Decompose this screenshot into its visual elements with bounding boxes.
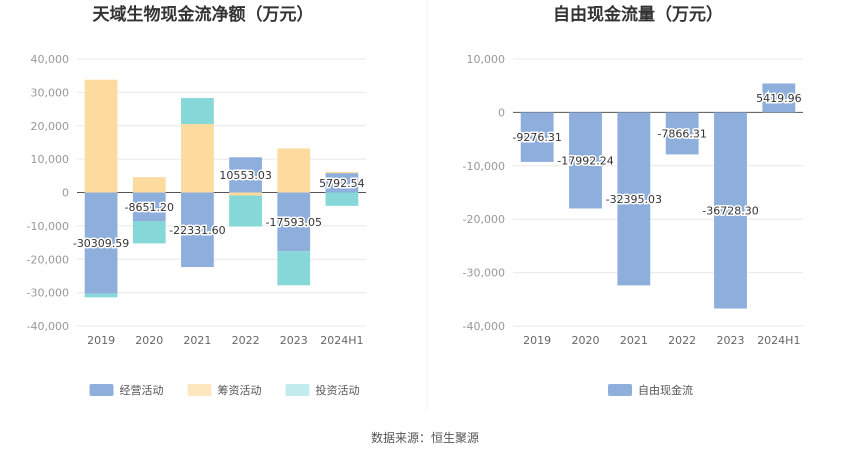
data-source: 数据来源：恒生聚源 (371, 430, 479, 445)
bar-series1-2020 (132, 177, 166, 193)
x-tick-label: 2023 (280, 334, 308, 347)
bar-series2-2022 (229, 195, 262, 227)
data-label: 5419.96 (756, 92, 802, 105)
x-tick-label: 2020 (135, 334, 163, 347)
y-tick-label: 30,000 (31, 86, 70, 99)
legend-swatch (285, 384, 310, 396)
bar-2021 (617, 112, 651, 286)
right-chart-title: 自由现金流量（万元） (553, 4, 723, 25)
free-cashflow-chart: 自由现金流量（万元） 10,000 0 -10,000 -20,000 -30,000 -… (463, 4, 804, 397)
x-tick-label: 2022 (668, 334, 696, 347)
y-tick-label: 10,000 (31, 153, 70, 166)
bar-series1-2021 (181, 124, 214, 193)
cashflow-net-chart: 天域生物现金流净额（万元） 40,000 30,000 20,000 10,000 0 -… (27, 4, 367, 397)
x-tick-label: 2021 (620, 334, 648, 347)
x-tick-label: 2024H1 (320, 334, 363, 347)
bar-series0-2024H1 (325, 173, 359, 193)
data-label: -22331.60 (169, 224, 225, 237)
x-tick-label: 2022 (232, 334, 260, 347)
data-label: -32395.03 (606, 193, 662, 206)
legend-label: 投资活动 (316, 383, 360, 397)
legend-swatch (89, 384, 114, 396)
bar-series0-2019 (84, 192, 118, 294)
legend-swatch (608, 384, 632, 396)
data-label: -9276.31 (512, 131, 561, 144)
y-tick-label: -30,000 (27, 287, 69, 300)
data-label: 5792.54 (319, 177, 365, 190)
x-tick-label: 2021 (183, 334, 211, 347)
y-tick-label: -40,000 (463, 320, 505, 333)
bar-series2-2024H1 (325, 192, 359, 206)
y-tick-label: -10,000 (27, 220, 69, 233)
bar-series0-2023 (277, 192, 311, 252)
data-label: 10553.03 (219, 169, 272, 182)
x-tick-label: 2019 (87, 334, 115, 347)
y-tick-label: 0 (62, 187, 69, 200)
legend-label: 经营活动 (120, 383, 164, 397)
x-tick-label: 2020 (572, 334, 600, 347)
bar-series1-2019 (84, 79, 118, 193)
bar-series0-2021 (181, 192, 214, 268)
data-label: -17593.05 (266, 216, 322, 229)
y-tick-label: -30,000 (463, 267, 505, 280)
data-label: -36728.30 (702, 204, 758, 217)
bar-series1-2024H1 (325, 171, 359, 174)
bar-series2-2021 (181, 98, 214, 125)
bar-series1-2023 (277, 148, 311, 193)
bar-series2-2020 (132, 221, 166, 244)
x-tick-label: 2024H1 (757, 334, 800, 347)
legend-label: 自由现金流 (638, 383, 693, 397)
y-tick-label: 0 (498, 106, 505, 119)
bar-series2-2023 (277, 251, 311, 286)
bar-series1-2022 (229, 192, 262, 196)
legend-label: 筹资活动 (218, 383, 262, 397)
bar-2024H1 (762, 83, 796, 113)
bar-2020 (569, 112, 602, 209)
y-tick-label: -40,000 (27, 320, 69, 333)
legend-swatch (187, 384, 212, 396)
y-tick-label: 20,000 (31, 120, 70, 133)
y-tick-label: -20,000 (463, 213, 505, 226)
bar-2023 (714, 112, 747, 309)
data-label: -30309.59 (73, 237, 129, 250)
data-label: -8651.20 (125, 201, 174, 214)
bar-2022 (665, 112, 699, 155)
y-tick-label: -10,000 (463, 160, 505, 173)
y-tick-label: 40,000 (31, 53, 70, 66)
bar-series0-2022 (229, 157, 262, 193)
data-label: -7866.31 (657, 127, 706, 140)
bar-series2-2019 (84, 293, 118, 298)
data-label: -17992.24 (557, 154, 613, 167)
y-tick-label: 10,000 (467, 53, 506, 66)
x-tick-label: 2023 (717, 334, 745, 347)
left-chart-title: 天域生物现金流净额（万元） (93, 4, 314, 25)
bar-2019 (520, 112, 554, 162)
x-tick-label: 2019 (523, 334, 551, 347)
bar-series0-2020 (132, 192, 166, 222)
y-tick-label: -20,000 (27, 253, 69, 266)
